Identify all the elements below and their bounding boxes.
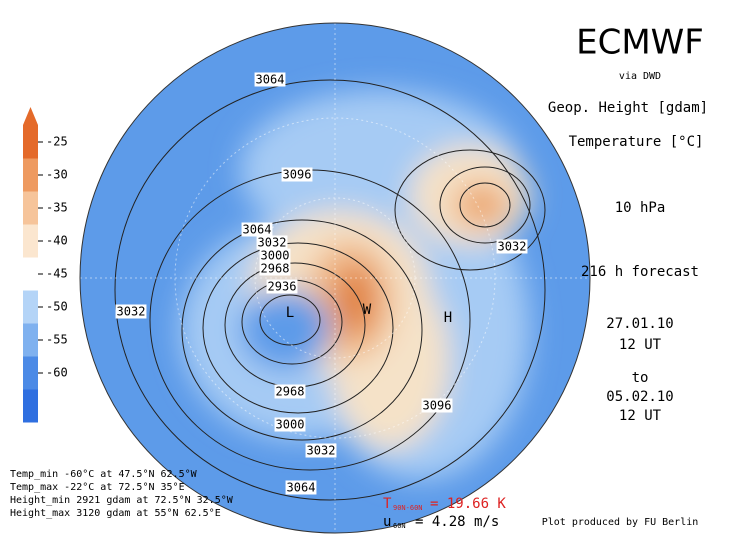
t-symbol: T (383, 496, 392, 512)
init-time: 12 UT (619, 337, 662, 353)
colorbar-band (23, 158, 38, 192)
contour-label: 2968 (276, 385, 305, 399)
contour-label: 3032 (498, 240, 527, 254)
contour-label-bg (285, 480, 317, 495)
colorbar-arrow (23, 107, 38, 125)
u-value: = 4.28 m/s (415, 514, 499, 530)
source: via DWD (619, 71, 661, 82)
extreme-line: Height_max 3120 gdam at 55°N 62.5°E (10, 508, 221, 519)
contour-label: 3064 (243, 223, 272, 237)
map-marker: L (286, 305, 294, 321)
contour-label-bg (281, 167, 313, 182)
colorbar-label: -35 (46, 201, 68, 215)
colorbar-band (23, 224, 38, 258)
valid-time: 12 UT (619, 408, 662, 424)
title: ECMWF (576, 23, 704, 63)
contour-label-bg (259, 261, 291, 276)
t-sub: 90N-60N (393, 504, 423, 512)
contour-label: 3064 (287, 481, 316, 495)
colorbar-label: -45 (46, 267, 68, 281)
credit: Plot produced by FU Berlin (542, 517, 699, 528)
contour-label-bg (256, 235, 288, 250)
contour-label: 3096 (283, 168, 312, 182)
init-date: 27.01.10 (606, 316, 673, 332)
map-marker: W (363, 302, 372, 318)
field: Geop. Height [gdam] (548, 100, 708, 116)
colorbar-label: -55 (46, 333, 68, 347)
colorbar-arrow (23, 389, 38, 412)
contour-label-bg (305, 443, 337, 458)
extreme-line: Temp_min -60°C at 47.5°N 62.5°W (10, 469, 198, 480)
contour-label-bg (241, 222, 273, 237)
level: 10 hPa (615, 200, 666, 216)
colorbar-label: -30 (46, 168, 68, 182)
colorbar-band (23, 323, 38, 357)
colorbar: -25 -30 -35 -40 -45 -50 -55 -60 (23, 107, 68, 423)
map-disc (80, 23, 590, 533)
contour-label: 3032 (258, 236, 287, 250)
extreme-line: Height_min 2921 gdam at 72.5°N 32.5°W (10, 495, 234, 506)
colorbar-label: -25 (46, 135, 68, 149)
contour-label-bg (274, 384, 306, 399)
colorbar-band (23, 125, 38, 159)
u-sub: 60N (393, 522, 406, 530)
to: to (632, 370, 649, 386)
contour-label-bg (254, 72, 286, 87)
contour-label-bg (421, 398, 453, 413)
contour-label-bg (496, 239, 528, 254)
contour-label: 3096 (423, 399, 452, 413)
extreme-line: Temp_max -22°C at 72.5°N 35°E (10, 482, 185, 493)
contour-label: 3032 (117, 305, 146, 319)
colorbar-label: -60 (46, 366, 68, 380)
valid-date: 05.02.10 (606, 389, 673, 405)
contour-label-bg (274, 417, 306, 432)
colorbar-label: -40 (46, 234, 68, 248)
contour-label-bg (115, 304, 147, 319)
u-symbol: u (383, 514, 391, 530)
map-border (79, 22, 591, 534)
colorbar-band (23, 191, 38, 225)
contour-label: 3000 (276, 418, 305, 432)
field: Temperature [°C] (569, 134, 704, 150)
contour-label: 2936 (268, 280, 297, 294)
forecast: 216 h forecast (581, 264, 699, 280)
contour-label: 3032 (307, 444, 336, 458)
map-marker: H (444, 310, 452, 326)
contour-label: 3064 (256, 73, 285, 87)
contour-label: 2968 (261, 262, 290, 276)
contour-label-bg (259, 248, 291, 263)
colorbar-band (23, 356, 38, 390)
t-value: = 19.66 K (430, 496, 506, 512)
contour-label: 3000 (261, 249, 290, 263)
contour-label-bg (266, 279, 298, 294)
colorbar-band (23, 257, 38, 291)
colorbar-label: -50 (46, 300, 68, 314)
colorbar-band (23, 290, 38, 324)
